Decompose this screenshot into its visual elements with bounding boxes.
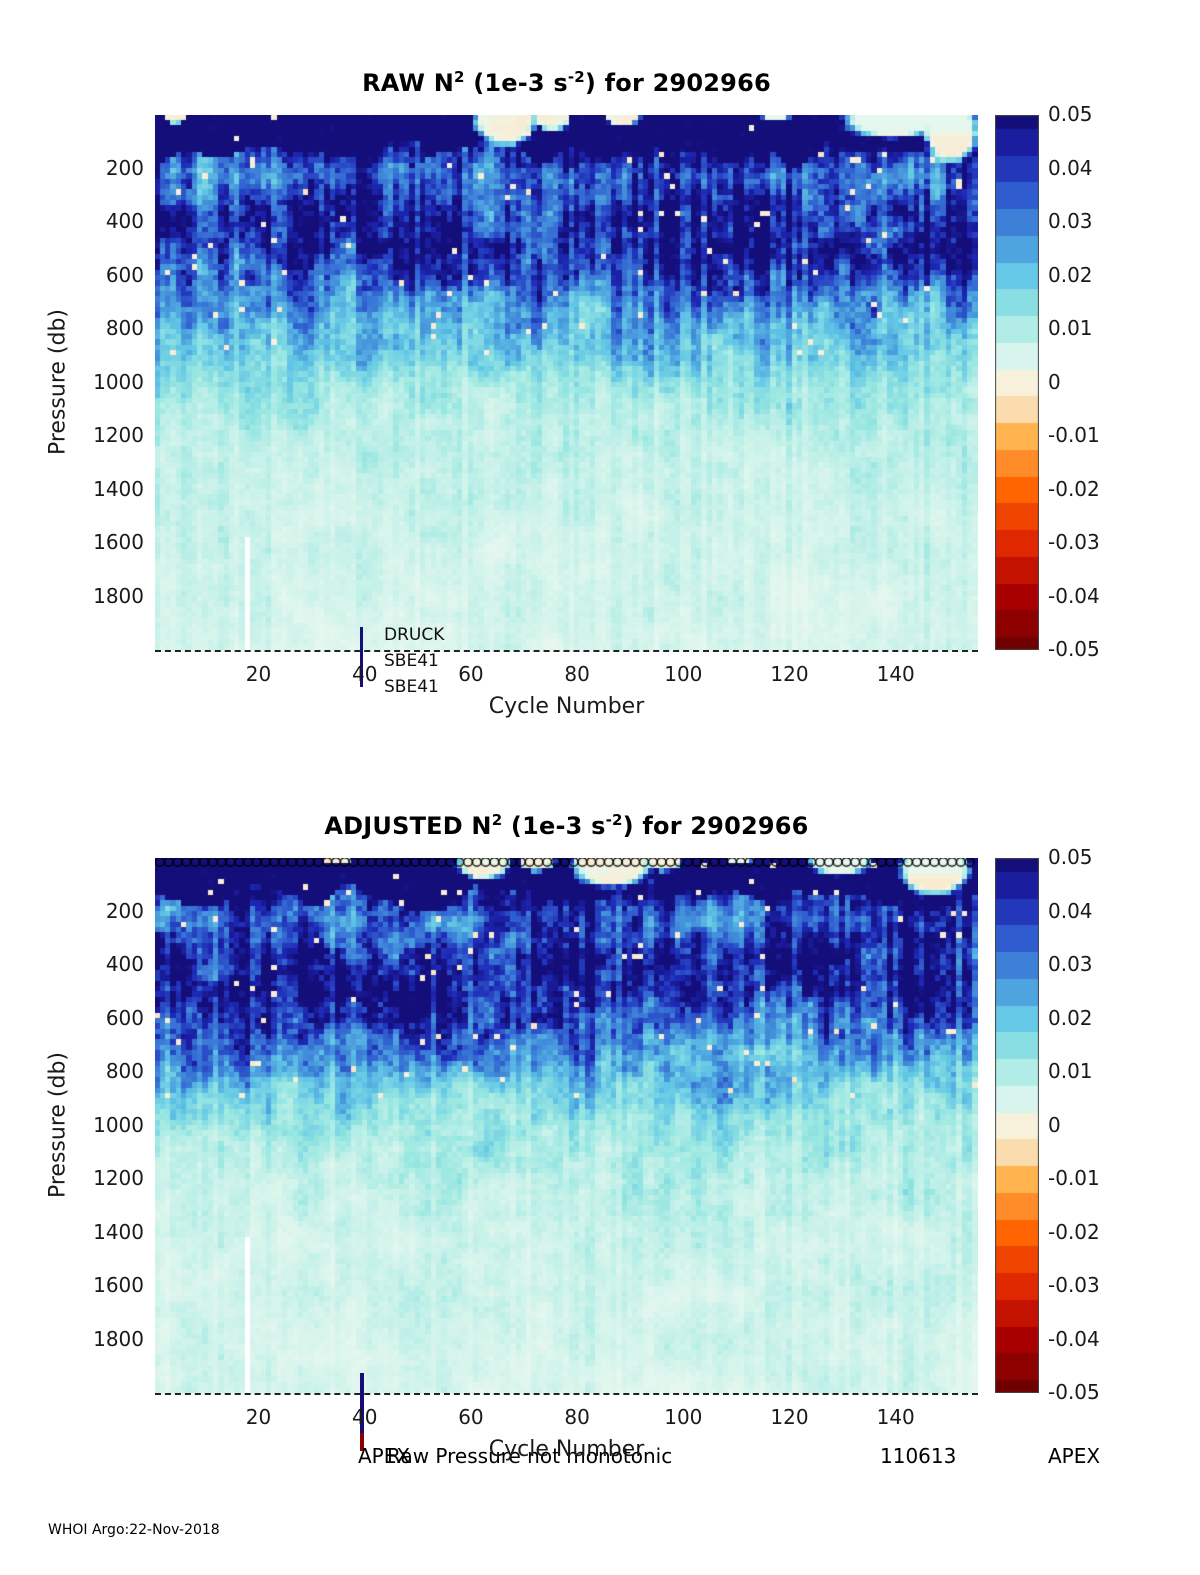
- y-tick-label: 600: [105, 1005, 144, 1030]
- x-tick-label: 100: [664, 1405, 703, 1429]
- legend-item-sbe41-a: SBE41: [384, 651, 439, 671]
- y-tick-label: 1200: [93, 1166, 144, 1190]
- x-tick-label: 140: [876, 1405, 915, 1429]
- colorbar-tick-label: -0.02: [1048, 476, 1100, 501]
- heatmap-plot-adjusted: APEX Raw Pressure not monotonic 110613 A…: [155, 858, 1100, 1468]
- y-tick-label: 1400: [93, 476, 144, 501]
- heatmap-plot-raw: DRUCK SBE41 SBE41: [155, 115, 978, 697]
- y-tick-label: 200: [105, 155, 144, 180]
- marker-line-navy: [360, 1373, 364, 1433]
- x-tick-label: 60: [458, 662, 484, 686]
- annotation-apex-left: APEX: [358, 1444, 411, 1468]
- y-tick-label: 200: [105, 898, 144, 923]
- x-tick-label: 140: [876, 662, 915, 686]
- heatmap-canvas-adjusted: [155, 858, 978, 1393]
- legend: DRUCK SBE41 SBE41: [384, 622, 444, 700]
- colorbar-tick-label: 0.02: [1048, 1005, 1093, 1030]
- y-tick-label: 1000: [93, 1112, 144, 1137]
- colorbar-tick-label: 0.05: [1048, 845, 1093, 869]
- title-superscript: -2: [567, 68, 585, 86]
- legend-item-druck: DRUCK: [384, 625, 445, 645]
- colorbar-tick-label: 0.04: [1048, 155, 1093, 180]
- colorbar-tick-label: 0.01: [1048, 316, 1093, 340]
- annotation-pressure-note: Raw Pressure not monotonic: [387, 1444, 673, 1468]
- heatmap-canvas-raw: [155, 115, 978, 650]
- title-text: ADJUSTED N: [324, 812, 492, 840]
- title-text: ) for 2902966: [584, 69, 771, 97]
- colorbar-tick-label: 0.03: [1048, 209, 1093, 233]
- x-tick-label: 120: [770, 662, 809, 686]
- x-tick-label: 80: [564, 662, 590, 686]
- title-text: RAW N: [362, 69, 454, 97]
- y-tick-label: 1800: [93, 583, 144, 608]
- colorbar-raw: [995, 115, 1039, 650]
- colorbar-adjusted: [995, 858, 1039, 1393]
- colorbar-canvas: [995, 115, 1039, 650]
- panel-adjusted-title: ADJUSTED N2 (1e-3 s-2) for 2902966: [155, 811, 978, 840]
- x-tick-label: 60: [458, 1405, 484, 1429]
- title-text: ) for 2902966: [622, 812, 809, 840]
- legend-sensor-line: [360, 627, 363, 687]
- colorbar-tick-label: -0.01: [1048, 1166, 1100, 1190]
- x-axis-label: Cycle Number: [488, 694, 645, 719]
- colorbar-tick-label: 0: [1048, 1112, 1061, 1137]
- x-tick-label: 20: [245, 1405, 272, 1429]
- title-text: (1e-3 s: [464, 69, 568, 97]
- title-superscript: 2: [491, 811, 503, 829]
- colorbar-tick-label: -0.04: [1048, 1326, 1100, 1351]
- title-superscript: -2: [605, 811, 623, 829]
- y-tick-label: 400: [105, 209, 144, 233]
- x-tick-label: 120: [770, 1405, 809, 1429]
- colorbar-tick-label: 0.01: [1048, 1059, 1093, 1083]
- colorbar-tick-label: 0.02: [1048, 262, 1093, 287]
- y-tick-label: 1600: [93, 530, 144, 554]
- panel-raw-title: RAW N2 (1e-3 s-2) for 2902966: [155, 68, 978, 97]
- title-superscript: 2: [454, 68, 465, 86]
- y-tick-label: 600: [105, 262, 144, 287]
- colorbar-tick-label: -0.03: [1048, 530, 1100, 554]
- title-text: (1e-3 s: [502, 812, 606, 840]
- x-tick-label: 40: [351, 662, 378, 686]
- footer-credit: WHOI Argo:22-Nov-2018: [48, 1522, 220, 1538]
- y-tick-label: 1800: [93, 1326, 144, 1351]
- colorbar-tick-label: 0: [1048, 369, 1061, 394]
- marker-line-dark-red: [360, 1433, 364, 1451]
- y-tick-label: 1200: [93, 423, 144, 447]
- panel-raw-n2: RAW N2 (1e-3 s-2) for 2902966 Pressure (…: [0, 0, 1200, 743]
- x-tick-label: 40: [351, 1405, 378, 1429]
- y-tick-label: 800: [105, 1059, 144, 1083]
- colorbar-tick-label: -0.01: [1048, 423, 1100, 447]
- legend-item-sbe41-b: SBE41: [384, 677, 439, 697]
- colorbar-canvas: [995, 858, 1039, 1393]
- colorbar-tick-label: -0.04: [1048, 583, 1100, 608]
- panel-adjusted-n2: ADJUSTED N2 (1e-3 s-2) for 2902966 Press…: [0, 743, 1200, 1486]
- colorbar-tick-label: 0.04: [1048, 898, 1093, 923]
- y-tick-label: 1600: [93, 1273, 144, 1297]
- y-tick-label: 400: [105, 952, 144, 976]
- colorbar-tick-label: -0.03: [1048, 1273, 1100, 1297]
- y-tick-label: 800: [105, 316, 144, 340]
- x-axis-label: Cycle Number: [488, 1437, 645, 1462]
- colorbar-tick-label: 0.03: [1048, 952, 1093, 976]
- colorbar-tick-label: -0.05: [1048, 637, 1100, 661]
- y-tick-label: 1000: [93, 369, 144, 394]
- annotation-apex-right: APEX: [1048, 1444, 1101, 1468]
- colorbar-tick-label: -0.02: [1048, 1219, 1100, 1244]
- y-tick-label: 1400: [93, 1219, 144, 1244]
- x-tick-label: 100: [664, 662, 703, 686]
- x-tick-label: 20: [245, 662, 272, 686]
- annotation-code: 110613: [880, 1444, 957, 1468]
- x-tick-label: 80: [564, 1405, 590, 1429]
- colorbar-tick-label: -0.05: [1048, 1380, 1100, 1404]
- colorbar-tick-label: 0.05: [1048, 102, 1093, 126]
